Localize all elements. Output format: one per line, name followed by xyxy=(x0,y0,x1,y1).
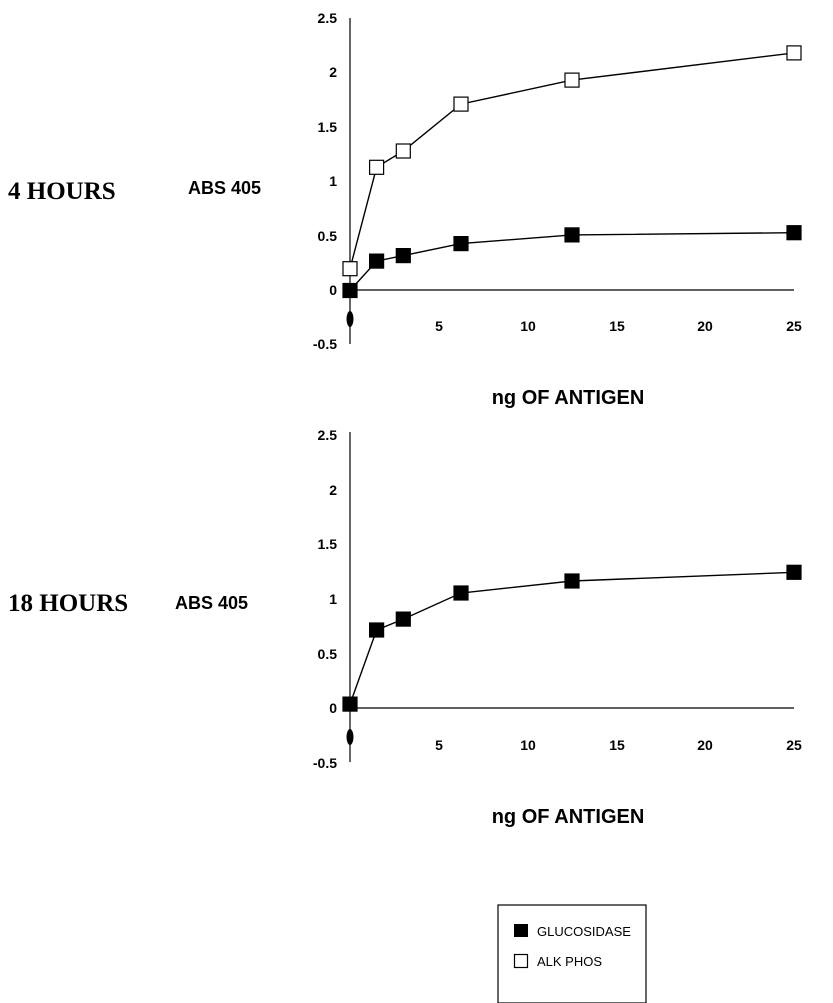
legend-swatch-open-square xyxy=(513,953,529,969)
data-point-alk-phos xyxy=(395,143,411,159)
data-point-glucosidase xyxy=(453,236,469,252)
panel-label: 4 HOURS xyxy=(8,178,116,205)
y-tick-label: 0 xyxy=(329,282,337,298)
x-tick-label: 25 xyxy=(786,318,802,334)
y-axis-label: ABS 405 xyxy=(175,593,248,613)
y-tick-label: 2.5 xyxy=(318,427,338,443)
y-tick-label: 2 xyxy=(329,64,337,80)
data-point-alk-phos xyxy=(369,159,385,175)
y-axis-label: ABS 405 xyxy=(188,178,261,198)
x-tick-label: 25 xyxy=(786,737,802,753)
legend: GLUCOSIDASE ALK PHOS xyxy=(497,904,647,1003)
plot-area-18-hours xyxy=(342,564,802,712)
data-point-alk-phos xyxy=(342,261,358,277)
series-line-alk-phos xyxy=(349,52,795,269)
y-tick-label: -0.5 xyxy=(313,336,337,352)
y-tick-label: 0.5 xyxy=(318,228,338,244)
y-tick-label: 0.5 xyxy=(318,646,338,662)
y-tick-label: 2.5 xyxy=(318,10,338,26)
x-tick-label: 5 xyxy=(435,318,443,334)
series-line-glucosidase xyxy=(349,571,795,705)
y-tick-label: 1 xyxy=(329,591,337,607)
data-point-glucosidase xyxy=(786,564,802,580)
data-point-glucosidase xyxy=(453,585,469,601)
legend-label: GLUCOSIDASE xyxy=(537,924,631,939)
y-tick-label: 1 xyxy=(329,173,337,189)
y-tick-label: 1.5 xyxy=(318,536,338,552)
panel-4-hours: 4 HOURS ABS 405 2.5 2 1.5 1 0.5 0 -0.5 5… xyxy=(8,10,802,409)
data-point-alk-phos xyxy=(453,96,469,112)
x-tick-label: 20 xyxy=(697,318,713,334)
legend-label: ALK PHOS xyxy=(537,954,602,969)
panel-label: 18 HOURS xyxy=(8,590,128,617)
x-tick-labels: 5 10 15 20 25 xyxy=(435,318,802,334)
data-point-alk-phos xyxy=(564,72,580,88)
x-tick-label: 20 xyxy=(697,737,713,753)
y-tick-label: 2 xyxy=(329,482,337,498)
data-point-glucosidase xyxy=(564,227,580,243)
legend-item-glucosidase: GLUCOSIDASE xyxy=(514,924,631,939)
plot-area-4-hours xyxy=(342,45,802,299)
y-tick-label: 1.5 xyxy=(318,119,338,135)
y-tick-labels: 2.5 2 1.5 1 0.5 0 -0.5 xyxy=(313,427,337,771)
x-axis-label: ng OF ANTIGEN xyxy=(492,806,645,828)
x-tick-label: 10 xyxy=(520,737,536,753)
data-point-glucosidase xyxy=(395,248,411,264)
x-tick-labels: 5 10 15 20 25 xyxy=(435,737,802,753)
data-point-glucosidase xyxy=(369,253,385,269)
y-tick-labels: 2.5 2 1.5 1 0.5 0 -0.5 xyxy=(313,10,337,352)
legend-item-alk-phos: ALK PHOS xyxy=(513,953,602,969)
panel-18-hours: 18 HOURS ABS 405 2.5 2 1.5 1 0.5 0 -0.5 … xyxy=(8,427,802,828)
zero-origin-marker xyxy=(346,311,354,327)
zero-origin-marker xyxy=(346,729,354,745)
x-axis-label: ng OF ANTIGEN xyxy=(492,387,645,409)
data-point-alk-phos xyxy=(786,45,802,61)
y-tick-label: 0 xyxy=(329,700,337,716)
data-point-glucosidase xyxy=(342,282,358,299)
data-point-glucosidase xyxy=(564,573,580,589)
x-tick-label: 15 xyxy=(609,318,625,334)
data-point-glucosidase xyxy=(395,611,411,627)
x-tick-label: 10 xyxy=(520,318,536,334)
y-tick-label: -0.5 xyxy=(313,755,337,771)
x-tick-label: 15 xyxy=(609,737,625,753)
x-tick-label: 5 xyxy=(435,737,443,753)
data-point-glucosidase xyxy=(342,696,358,712)
legend-swatch-filled-square xyxy=(514,924,528,937)
data-point-glucosidase xyxy=(369,622,385,638)
data-point-glucosidase xyxy=(786,225,802,241)
